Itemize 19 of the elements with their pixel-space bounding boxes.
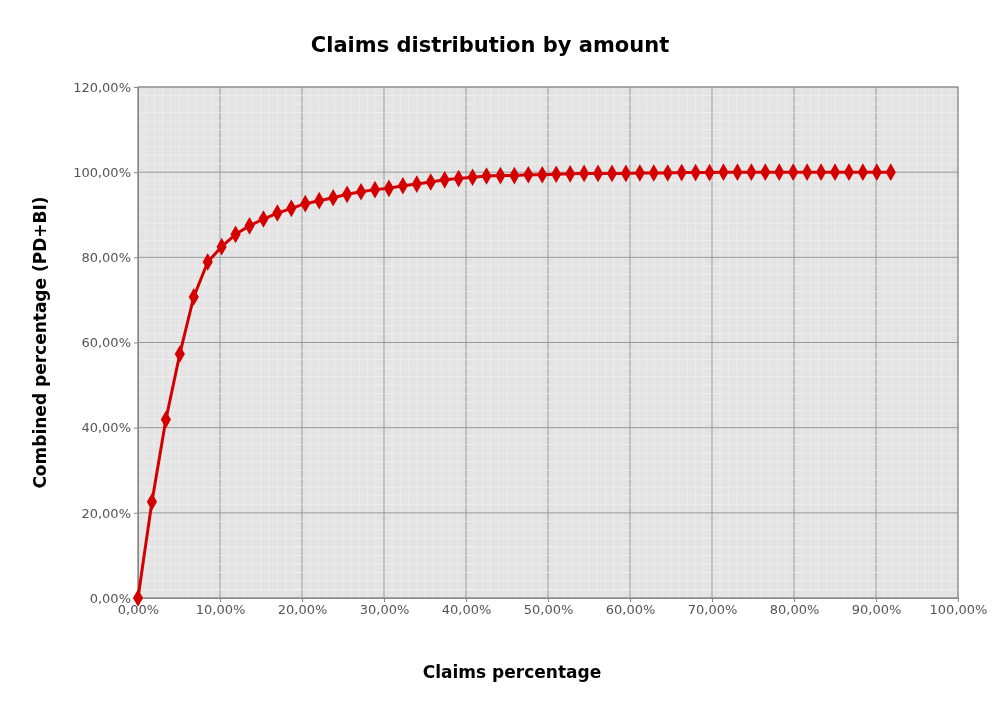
x-tick-label: 40,00%	[441, 602, 492, 618]
y-axis-title: Combined percentage (PD+BI)	[30, 196, 50, 489]
y-tick-label: 20,00%	[81, 505, 131, 521]
x-tick-label: 30,00%	[359, 602, 410, 618]
x-axis-title: Claims percentage	[422, 662, 602, 682]
y-tick-label: 40,00%	[81, 420, 131, 436]
x-tick-label: 10,00%	[195, 602, 246, 618]
y-tick-label: 60,00%	[81, 335, 131, 351]
y-tick-label: 100,00%	[73, 164, 131, 180]
x-tick-label: 50,00%	[523, 602, 574, 618]
chart-title: Claims distribution by amount	[310, 33, 670, 57]
x-tick-label: 60,00%	[605, 602, 656, 618]
y-tick-label: 80,00%	[81, 249, 131, 265]
y-tick-label: 120,00%	[73, 79, 131, 95]
x-tick-label: 70,00%	[687, 602, 738, 618]
x-tick-label: 20,00%	[277, 602, 328, 618]
x-tick-label: 90,00%	[851, 602, 902, 618]
x-tick-label: 100,00%	[929, 602, 988, 618]
x-tick-label: 80,00%	[769, 602, 820, 618]
